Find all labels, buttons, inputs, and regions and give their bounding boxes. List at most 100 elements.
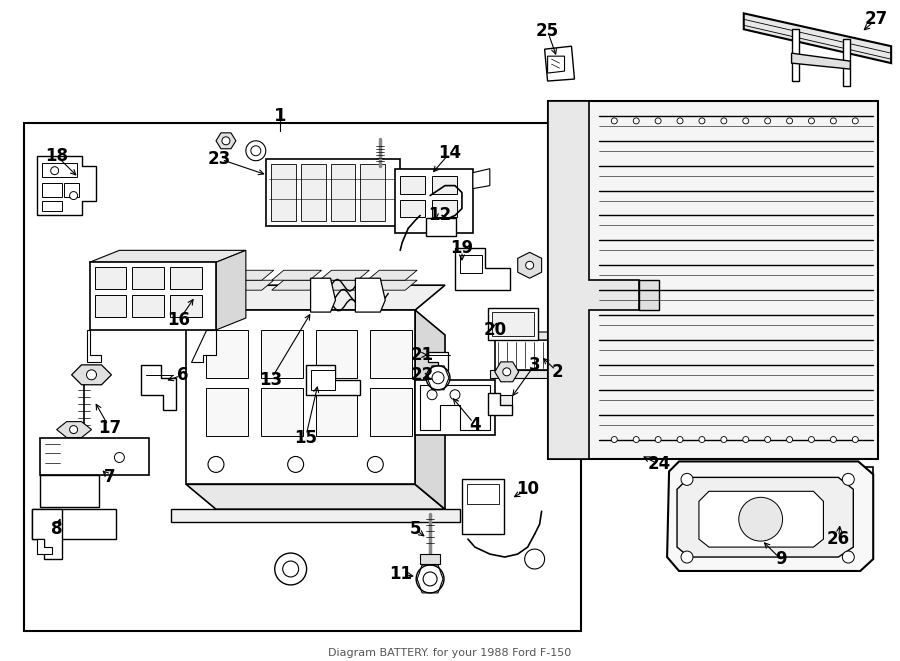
Polygon shape [843,39,850,86]
Circle shape [699,436,705,442]
Polygon shape [356,278,385,312]
Bar [132,295,164,317]
Polygon shape [367,270,417,280]
Circle shape [611,436,617,442]
Circle shape [681,473,693,485]
Bar [330,164,356,221]
Bar [301,164,326,221]
Text: 11: 11 [389,565,411,583]
Polygon shape [490,370,574,378]
Polygon shape [518,253,542,278]
Text: 22: 22 [410,366,434,384]
Bar [316,330,357,378]
Bar [432,176,457,194]
Circle shape [283,561,299,577]
Polygon shape [415,310,445,509]
Circle shape [842,473,854,485]
Circle shape [677,118,683,124]
Bar [206,388,248,436]
Bar [89,262,216,330]
Bar [23,123,581,631]
Circle shape [721,118,727,124]
Circle shape [246,141,266,161]
Circle shape [808,436,814,442]
Bar [826,499,850,521]
Polygon shape [743,13,891,63]
Circle shape [842,551,854,563]
Bar [490,395,512,412]
Circle shape [288,457,303,473]
Bar [132,267,164,289]
Bar [64,182,78,196]
Bar [400,200,425,217]
Circle shape [834,506,842,514]
Circle shape [852,118,859,124]
Text: 3: 3 [529,356,541,374]
Circle shape [831,118,836,124]
Text: 24: 24 [647,455,670,473]
Bar [41,200,61,210]
Polygon shape [320,280,369,290]
Bar [40,475,100,507]
Circle shape [432,372,444,384]
Circle shape [114,453,124,463]
Circle shape [852,436,859,442]
Text: 13: 13 [259,371,283,389]
Text: 8: 8 [51,520,62,538]
Bar [467,485,499,504]
Bar [826,475,850,496]
Circle shape [808,118,814,124]
Text: 27: 27 [865,11,887,28]
Bar [94,295,126,317]
Polygon shape [57,422,92,438]
Circle shape [834,481,842,489]
Polygon shape [186,285,445,310]
Bar [41,163,76,176]
Text: 19: 19 [450,239,473,257]
Circle shape [655,436,661,442]
Text: 21: 21 [410,346,434,364]
Polygon shape [224,270,274,280]
Polygon shape [141,365,176,410]
Text: 16: 16 [167,311,191,329]
Bar [495,340,574,370]
Circle shape [251,146,261,156]
Circle shape [742,436,749,442]
Circle shape [742,118,749,124]
Circle shape [739,497,783,541]
Circle shape [526,261,534,269]
Circle shape [367,457,383,473]
Circle shape [525,549,544,569]
Text: 9: 9 [775,550,787,568]
Bar [94,267,126,289]
Circle shape [423,572,437,586]
Bar [170,295,202,317]
Circle shape [611,118,617,124]
Circle shape [787,436,793,442]
Bar [491,312,534,336]
Polygon shape [216,133,236,149]
Polygon shape [191,330,216,362]
Bar [488,308,537,340]
Bar [206,330,248,378]
Polygon shape [667,461,873,571]
Bar [400,176,425,194]
Circle shape [681,551,693,563]
Circle shape [208,457,224,473]
Text: 26: 26 [827,530,850,548]
Circle shape [450,390,460,400]
Circle shape [426,366,450,390]
Polygon shape [367,280,417,290]
Polygon shape [310,278,336,312]
Circle shape [86,370,96,380]
Circle shape [831,436,836,442]
Bar [261,330,302,378]
Polygon shape [86,330,102,362]
Polygon shape [495,362,518,382]
Text: 25: 25 [536,22,559,40]
Polygon shape [420,385,490,430]
Circle shape [699,118,705,124]
Text: 15: 15 [294,428,317,447]
Text: Diagram BATTERY. for your 1988 Ford F-150: Diagram BATTERY. for your 1988 Ford F-15… [328,648,572,658]
Bar [370,330,412,378]
